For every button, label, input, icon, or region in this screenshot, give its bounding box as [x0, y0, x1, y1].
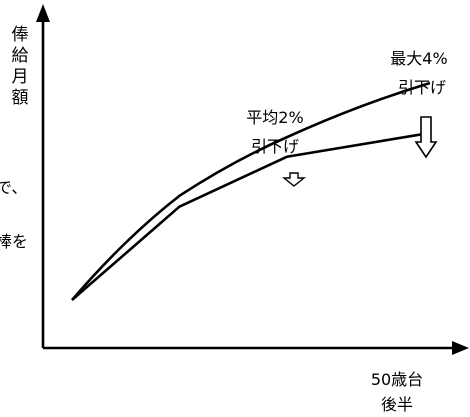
small-down-arrow-icon [282, 172, 306, 187]
y-label-char-1: 俸 [12, 25, 29, 45]
y-label-char-3: 月 [12, 67, 29, 87]
large-down-arrow-icon [414, 116, 438, 159]
x-label-line-1: 50歳台 [371, 370, 423, 389]
annotation-max-line-2: 引下げ [398, 78, 446, 97]
annotation-avg-line-2: 引下げ [251, 137, 299, 156]
annotation-max-line-1: 最大4% [390, 49, 447, 68]
y-label-char-2: 給 [12, 46, 29, 66]
y-label-char-4: 額 [12, 88, 29, 108]
cut-text-fragment-2: 棒を [0, 232, 28, 251]
x-label-line-2: 後半 [381, 395, 413, 414]
y-axis-arrowhead [36, 4, 50, 22]
x-axis-arrowhead [452, 341, 469, 355]
cut-text-fragment-1: で、 [0, 178, 27, 197]
series-line-reduced [71, 131, 431, 301]
annotation-avg-line-1: 平均2% [246, 108, 303, 127]
series-line-current [71, 81, 431, 301]
